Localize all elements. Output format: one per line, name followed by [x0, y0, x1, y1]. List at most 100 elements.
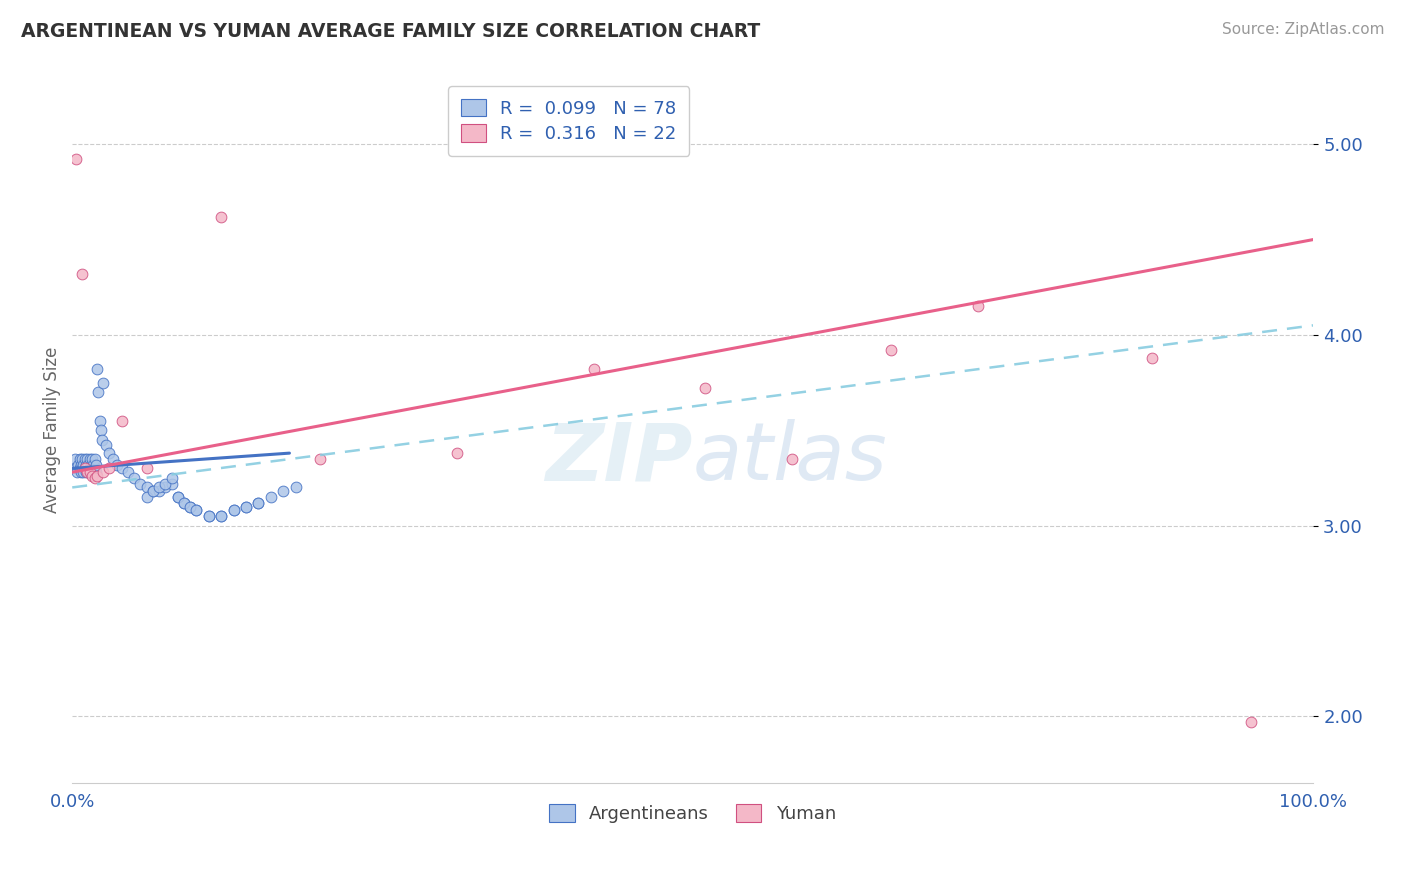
Point	[72, 458, 94, 472]
Point	[173, 496, 195, 510]
Point	[129, 476, 152, 491]
Point	[77, 465, 100, 479]
Point	[91, 376, 114, 390]
Point	[235, 500, 257, 514]
Point	[72, 465, 94, 479]
Point	[69, 451, 91, 466]
Point	[166, 490, 188, 504]
Point	[90, 423, 112, 437]
Point	[142, 484, 165, 499]
Point	[65, 153, 87, 167]
Point	[1240, 714, 1263, 729]
Point	[91, 433, 114, 447]
Point	[197, 509, 219, 524]
Point	[160, 471, 183, 485]
Point	[247, 496, 270, 510]
Point	[70, 451, 93, 466]
Point	[79, 461, 101, 475]
Point	[186, 503, 208, 517]
Point	[91, 465, 114, 479]
Point	[83, 461, 105, 475]
Point	[98, 446, 121, 460]
Point	[67, 458, 90, 472]
Point	[94, 438, 117, 452]
Point	[103, 451, 125, 466]
Point	[880, 343, 903, 358]
Point	[70, 267, 93, 281]
Point	[80, 451, 103, 466]
Point	[63, 451, 86, 466]
Point	[80, 465, 103, 479]
Point	[87, 385, 110, 400]
Point	[160, 476, 183, 491]
Point	[173, 496, 195, 510]
Point	[111, 461, 134, 475]
Point	[446, 446, 468, 460]
Point	[98, 461, 121, 475]
Point	[65, 461, 87, 475]
Point	[582, 362, 605, 376]
Point	[75, 458, 97, 472]
Point	[79, 451, 101, 466]
Point	[260, 490, 283, 504]
Point	[309, 451, 332, 466]
Point	[235, 500, 257, 514]
Point	[83, 471, 105, 485]
Point	[135, 461, 157, 475]
Point	[135, 480, 157, 494]
Point	[148, 480, 170, 494]
Legend: Argentineans, Yuman: Argentineans, Yuman	[538, 794, 846, 834]
Point	[148, 484, 170, 499]
Point	[82, 465, 104, 479]
Point	[69, 461, 91, 475]
Text: Source: ZipAtlas.com: Source: ZipAtlas.com	[1222, 22, 1385, 37]
Point	[86, 362, 108, 376]
Point	[79, 465, 101, 479]
Point	[86, 469, 108, 483]
Point	[780, 451, 803, 466]
Point	[76, 465, 98, 479]
Point	[105, 458, 128, 472]
Point	[695, 381, 717, 395]
Point	[179, 500, 201, 514]
Point	[166, 490, 188, 504]
Point	[75, 465, 97, 479]
Text: ARGENTINEAN VS YUMAN AVERAGE FAMILY SIZE CORRELATION CHART: ARGENTINEAN VS YUMAN AVERAGE FAMILY SIZE…	[21, 22, 761, 41]
Point	[135, 490, 157, 504]
Text: atlas: atlas	[693, 419, 887, 498]
Point	[84, 458, 107, 472]
Point	[284, 480, 307, 494]
Point	[142, 484, 165, 499]
Point	[66, 465, 89, 479]
Point	[179, 500, 201, 514]
Point	[70, 461, 93, 475]
Point	[80, 469, 103, 483]
Point	[124, 471, 146, 485]
Point	[83, 451, 105, 466]
Point	[155, 480, 177, 494]
Point	[76, 461, 98, 475]
Point	[73, 461, 96, 475]
Point	[77, 458, 100, 472]
Point	[80, 458, 103, 472]
Point	[222, 503, 245, 517]
Point	[70, 465, 93, 479]
Point	[73, 461, 96, 475]
Point	[247, 496, 270, 510]
Point	[209, 509, 232, 524]
Text: ZIP: ZIP	[546, 419, 693, 498]
Point	[967, 299, 990, 313]
Point	[84, 465, 107, 479]
Point	[209, 210, 232, 224]
Point	[111, 414, 134, 428]
Point	[89, 414, 111, 428]
Y-axis label: Average Family Size: Average Family Size	[44, 347, 60, 514]
Point	[82, 458, 104, 472]
Point	[271, 484, 294, 499]
Point	[197, 509, 219, 524]
Point	[73, 451, 96, 466]
Point	[186, 503, 208, 517]
Point	[222, 503, 245, 517]
Point	[117, 465, 139, 479]
Point	[155, 476, 177, 491]
